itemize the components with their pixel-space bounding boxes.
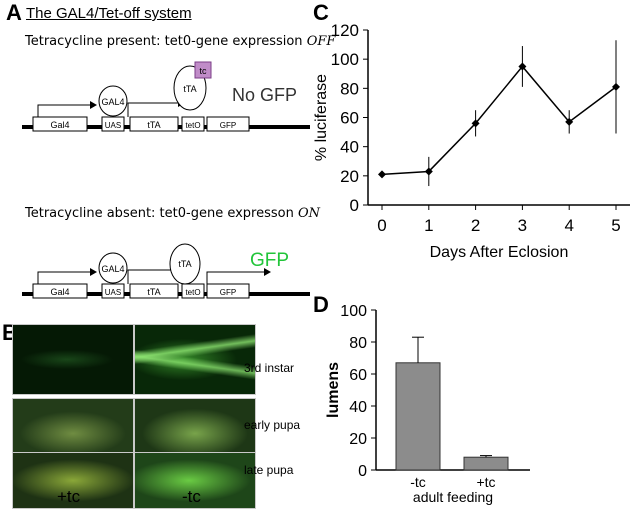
y-axis-title: lumens (325, 362, 342, 418)
tta-protein-label: tTA (183, 84, 196, 94)
tta-gene-box (129, 116, 179, 132)
y-tick-label: 0 (358, 463, 367, 480)
teto-promoter-arrowhead (264, 268, 271, 276)
panel-a-title: The GAL4/Tet-off system (26, 5, 192, 22)
gal4-gene-box (32, 283, 88, 299)
stage-label-3rd-instar: 3rd instar (244, 361, 295, 375)
data-point (471, 119, 480, 128)
condition-present-state: OFF (306, 34, 336, 49)
uas-promoter-arrow (127, 269, 178, 284)
gal4-promoter-arrowhead (90, 101, 97, 109)
construct-diagram-off: Gal4 UAS tTA tetO GFP GAL4 tTA tc (22, 61, 310, 132)
photo-late-pupa-minus-tc (134, 452, 256, 509)
x-tick-label: 2 (471, 216, 480, 235)
uas-box (101, 116, 125, 132)
gal4-promoter-arrowhead (90, 268, 97, 276)
y-axis-title: % luciferase (313, 74, 330, 161)
teto-box (181, 116, 205, 132)
y-tick-label: 60 (340, 109, 359, 128)
gal4-protein-circle (98, 85, 128, 117)
condition-absent-label: Tetracycline absent: tet0-gene expresson… (25, 206, 320, 221)
x-tick-label: 0 (377, 216, 386, 235)
y-tick-label: 20 (349, 431, 367, 448)
y-tick-label: 40 (349, 399, 367, 416)
stage-label-early-pupa: early pupa (244, 418, 301, 432)
gfp-gene-label: GFP (220, 288, 236, 297)
construct-diagram-on: Gal4 UAS tTA tetO GFP GAL4 tTA (22, 243, 310, 299)
gal4-gene-box (32, 116, 88, 132)
column-label-plus-tc: +tc (57, 487, 81, 506)
y-tick-label: 0 (350, 196, 359, 215)
tetracycline-square (194, 61, 212, 79)
stage-label-late-pupa: late pupa (244, 463, 294, 477)
x-tick-label: 1 (424, 216, 433, 235)
gal4-gene-label: Gal4 (50, 287, 69, 297)
gal4-protein-label: GAL4 (101, 264, 124, 274)
uas-box (101, 283, 125, 299)
condition-present-label: Tetracycline present: tet0-gene expressi… (25, 34, 335, 49)
bar (395, 362, 441, 471)
gfp-gene-box (206, 283, 250, 299)
photo-3rd-instar-plus-tc (12, 324, 134, 395)
teto-box (181, 283, 205, 299)
uas-label: UAS (105, 288, 121, 297)
tta-protein-oval (169, 243, 201, 285)
x-tick-label: 4 (564, 216, 573, 235)
column-label-minus-tc: -tc (182, 487, 201, 506)
x-axis-title: Days After Eclosion (430, 244, 569, 261)
y-tick-label: 100 (331, 50, 359, 69)
uas-label: UAS (105, 121, 121, 130)
condition-present-prefix: Tetracycline present: tet0-gene expressi… (25, 34, 307, 49)
y-tick-label: 20 (340, 167, 359, 186)
panel-a-letter: A (6, 0, 22, 25)
tetracycline-label: tc (199, 66, 207, 76)
teto-label: tetO (185, 288, 200, 297)
tta-protein-label: tTA (178, 259, 191, 269)
readout-gfp: GFP (250, 250, 290, 271)
luciferase-line-chart: 0 20 40 60 80 100 120 0 1 2 3 4 5 Days After Eclosion… (313, 21, 630, 261)
tta-gene-box (129, 283, 179, 299)
condition-absent-prefix: Tetracycline absent: tet0-gene expresson (25, 206, 298, 221)
photo-3rd-instar-minus-tc (134, 324, 256, 395)
gal4-promoter-arrow (37, 104, 90, 117)
uas-promoter-arrow (127, 102, 178, 117)
x-tick-label: 5 (611, 216, 620, 235)
y-tick-label: 80 (349, 335, 367, 352)
gfp-gene-label: GFP (220, 121, 236, 130)
data-point (565, 117, 574, 126)
x-axis-title: adult feeding (413, 489, 493, 505)
data-point (378, 170, 386, 179)
y-tick-label: 100 (340, 303, 367, 320)
y-tick-label: 40 (340, 138, 359, 157)
condition-absent-state: ON (297, 206, 321, 221)
teto-promoter-arrow (206, 271, 264, 284)
x-tick-label: 3 (518, 216, 527, 235)
category-label: +tc (476, 474, 495, 490)
panel-d-letter: D (313, 292, 329, 317)
tta-gene-label: tTA (147, 120, 160, 130)
gal4-gene-label: Gal4 (50, 120, 69, 130)
teto-label: tetO (185, 121, 200, 130)
data-point (518, 62, 527, 71)
y-tick-label: 80 (340, 79, 359, 98)
gal4-protein-circle (98, 252, 128, 284)
tta-gene-label: tTA (147, 287, 160, 297)
readout-no-gfp: No GFP (232, 85, 298, 105)
gfp-gene-box (206, 116, 250, 132)
panel-c-letter: C (313, 0, 329, 25)
category-label: -tc (410, 474, 426, 490)
data-point (424, 167, 433, 176)
photo-late-pupa-plus-tc (12, 452, 134, 509)
gal4-protein-label: GAL4 (101, 97, 124, 107)
data-point (612, 82, 620, 91)
gal4-promoter-arrow (37, 271, 90, 284)
y-tick-label: 60 (349, 367, 367, 384)
bar (463, 456, 509, 471)
y-tick-label: 120 (331, 21, 359, 40)
series-line (381, 65, 617, 176)
